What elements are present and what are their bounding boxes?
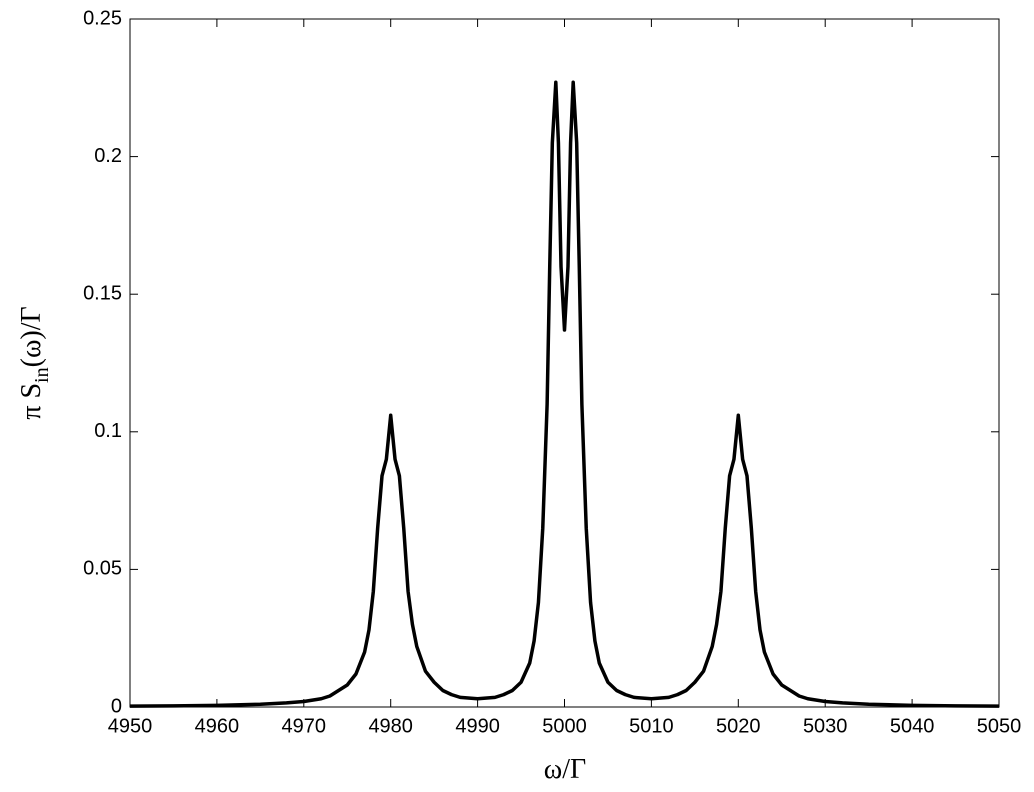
y-axis-label: π Sin(ω)/Γ xyxy=(16,306,53,419)
x-tick-label: 4950 xyxy=(108,715,153,737)
x-tick-label: 5010 xyxy=(629,715,674,737)
x-tick-label: 4990 xyxy=(455,715,500,737)
y-tick-label: 0.1 xyxy=(94,420,122,442)
y-tick-label: 0.05 xyxy=(83,558,122,580)
x-tick-label: 5030 xyxy=(803,715,848,737)
y-tick-label: 0.15 xyxy=(83,282,122,304)
line-series xyxy=(129,80,1000,708)
x-axis-label: ω/Γ xyxy=(544,754,586,785)
x-tick-label: 5000 xyxy=(542,715,587,737)
y-label-rest: (ω)/Γ xyxy=(16,306,47,367)
y-tick-label: 0 xyxy=(111,695,122,717)
y-label-sub: in xyxy=(31,367,53,383)
y-tick-label: 0.25 xyxy=(83,7,122,29)
x-tick-label: 5050 xyxy=(977,715,1022,737)
x-tick-label: 4960 xyxy=(195,715,240,737)
y-label-main: π S xyxy=(16,383,47,420)
x-tick-label: 5020 xyxy=(716,715,761,737)
x-tick-label: 4980 xyxy=(368,715,413,737)
plot-frame xyxy=(129,18,1000,708)
x-tick-label: 5040 xyxy=(890,715,935,737)
y-tick-label: 0.2 xyxy=(94,145,122,167)
x-tick-label: 4970 xyxy=(282,715,327,737)
